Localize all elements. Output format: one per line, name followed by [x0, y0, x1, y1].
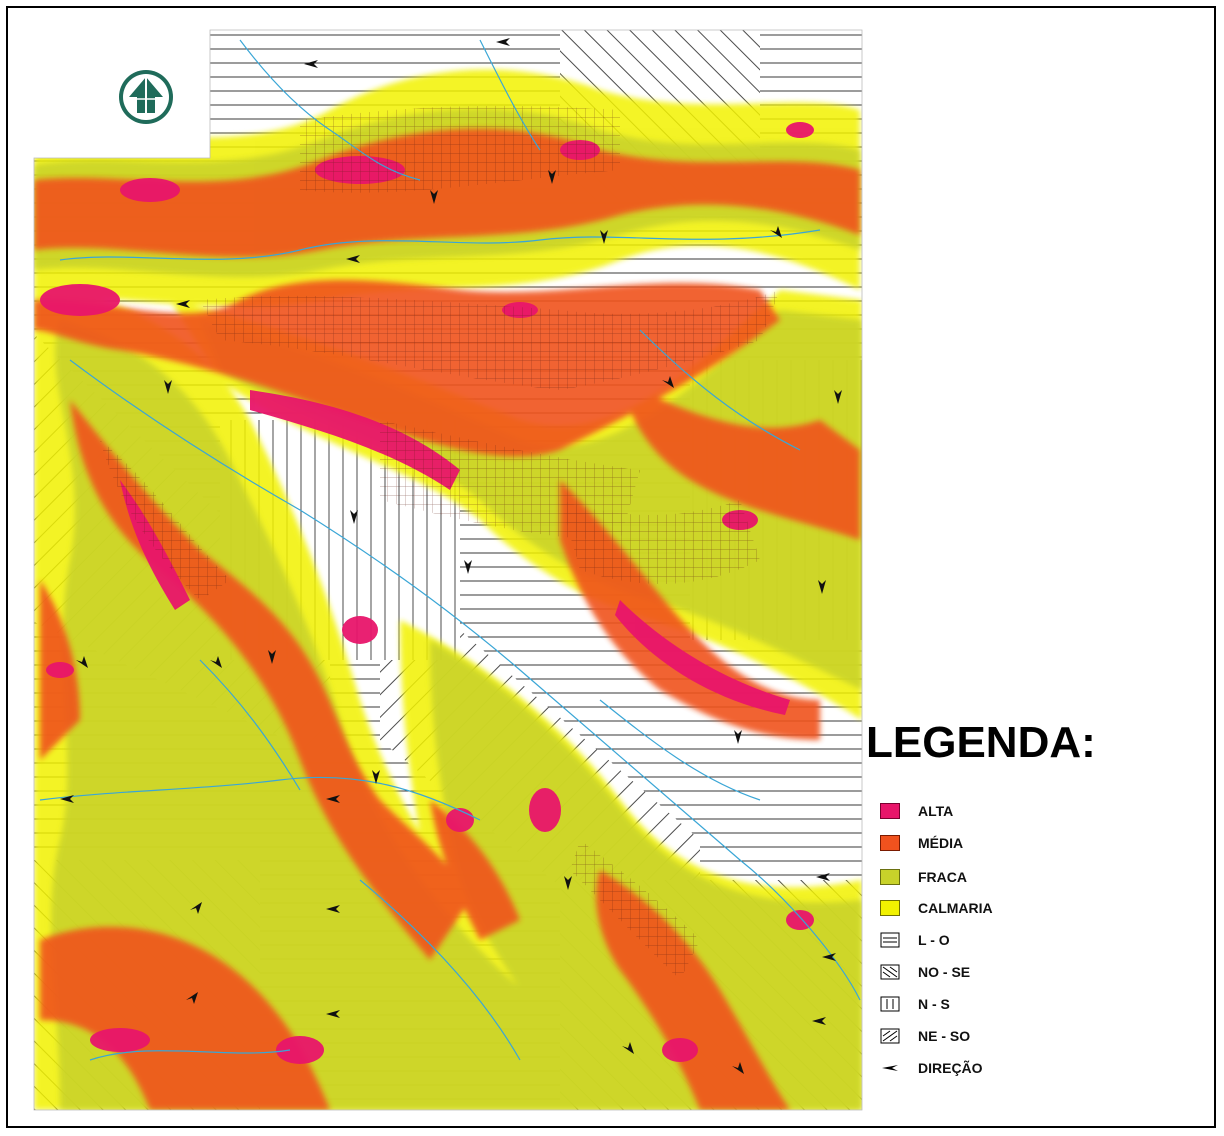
legend-label: DIREÇÃO — [918, 1060, 983, 1076]
direction-arrow-icon — [304, 60, 318, 68]
direction-arrow-icon — [818, 580, 826, 594]
direction-arrow-icon — [880, 1060, 900, 1076]
legend-item-n-s: N - S — [880, 993, 950, 1015]
direction-arrow-icon — [834, 390, 842, 404]
direction-arrow-icon — [812, 1017, 826, 1025]
legend-label: L - O — [918, 932, 950, 948]
hatch-diagonal-nw-se-icon — [880, 964, 900, 980]
swatch-alta — [880, 803, 900, 819]
legend-label: N - S — [918, 996, 950, 1012]
legend-title: LEGENDA: — [866, 718, 1096, 767]
direction-arrow-icon — [210, 656, 222, 668]
legend-item-no-se: NO - SE — [880, 961, 970, 983]
map-area — [34, 30, 862, 1110]
direction-arrows — [60, 38, 842, 1074]
legend-item-direcao: DIREÇÃO — [880, 1057, 983, 1079]
direction-arrow-icon — [326, 1010, 340, 1018]
direction-arrow-icon — [662, 376, 674, 388]
legend-item-fraca: FRACA — [880, 866, 967, 888]
direction-arrow-icon — [464, 560, 472, 574]
direction-arrow-icon — [326, 905, 340, 913]
legend-label: CALMARIA — [918, 900, 993, 916]
legend-item-calmaria: CALMARIA — [880, 897, 993, 919]
direction-arrow-icon — [346, 255, 360, 263]
legend-label: NE - SO — [918, 1028, 971, 1044]
direction-arrow-icon — [268, 650, 276, 664]
swatch-calmaria — [880, 900, 900, 916]
legend-item-l-o: L - O — [880, 929, 950, 951]
direction-arrow-icon — [372, 770, 380, 784]
hatch-diagonal-ne-sw-icon — [880, 1028, 900, 1044]
hatch-horizontal-icon — [880, 932, 900, 948]
direction-arrow-icon — [190, 902, 202, 914]
legend-label: FRACA — [918, 869, 967, 885]
direction-arrow-icon — [734, 730, 742, 744]
direction-arrow-icon — [350, 510, 358, 524]
direction-arrow-icon — [430, 190, 438, 204]
direction-arrow-icon — [770, 226, 782, 238]
legend-label: NO - SE — [918, 964, 971, 980]
direction-arrow-icon — [822, 953, 836, 961]
direction-arrow-icon — [600, 230, 608, 244]
legend-item-alta: ALTA — [880, 800, 953, 822]
legend-label: MÉDIA — [918, 835, 964, 851]
legend-item-ne-so: NE - SO — [880, 1025, 970, 1047]
direction-arrow-icon — [164, 380, 172, 394]
legend-item-media: MÉDIA — [880, 832, 963, 854]
rivers — [39, 39, 861, 1061]
direction-arrow-icon — [548, 170, 556, 184]
swatch-media — [880, 835, 900, 851]
swatch-fraca — [880, 869, 900, 885]
direction-arrow-icon — [186, 992, 198, 1004]
direction-arrow-icon — [496, 38, 510, 46]
direction-arrow-icon — [564, 876, 572, 890]
direction-arrow-icon — [176, 300, 190, 308]
map-outline — [33, 29, 863, 1111]
hatch-vertical-icon — [880, 996, 900, 1012]
direction-arrow-icon — [622, 1042, 634, 1054]
direction-arrow-icon — [326, 795, 340, 803]
direction-arrow-icon — [60, 795, 74, 803]
direction-arrow-icon — [816, 873, 830, 881]
urban-street-grid — [100, 105, 780, 980]
direction-arrow-icon — [732, 1062, 744, 1074]
north-arrow-icon — [119, 70, 173, 124]
legend-label: ALTA — [918, 803, 954, 819]
direction-arrow-icon — [76, 656, 88, 668]
